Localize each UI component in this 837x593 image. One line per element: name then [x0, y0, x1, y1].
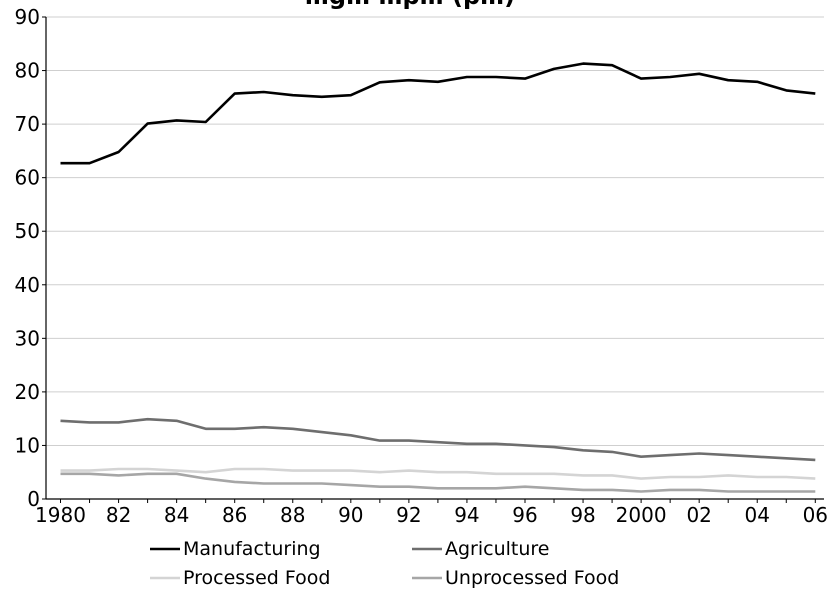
y-tick-label-10: 10: [15, 433, 40, 457]
x-tick-label-86: 86: [222, 503, 247, 527]
x-tick-label-94: 94: [454, 503, 479, 527]
y-tick-label-80: 80: [15, 59, 40, 83]
x-tick-label-06: 06: [803, 503, 828, 527]
x-tick-label-84: 84: [164, 503, 189, 527]
y-tick-label-50: 50: [15, 219, 40, 243]
legend-label-agriculture: Agriculture: [445, 538, 550, 560]
legend: Manufacturing Agriculture Processed Food Un…: [150, 538, 619, 589]
series-line-manufacturing: [60, 62, 816, 165]
series-line-unprocessed-food: [60, 472, 816, 493]
x-tick-label-92: 92: [396, 503, 421, 527]
x-tick-label-04: 04: [745, 503, 770, 527]
x-tick-label-88: 88: [280, 503, 305, 527]
legend-label-processed-food: Processed Food: [183, 567, 330, 589]
x-tick-label-98: 98: [570, 503, 595, 527]
y-tick-label-20: 20: [15, 380, 40, 404]
y-axis-ticks: 0 10 20 30 40 50 60 70 80 90: [15, 5, 46, 511]
series-line-agriculture: [60, 417, 816, 462]
series-lines: [60, 62, 816, 493]
x-axis-ticks: 1980 82 84 86 88 90 92 94 96 98 2000 02 04 06: [35, 499, 828, 527]
x-tick-label-2000: 2000: [616, 503, 667, 527]
legend-label-manufacturing: Manufacturing: [183, 538, 321, 560]
x-tick-label-96: 96: [512, 503, 537, 527]
gridlines: [46, 16, 824, 446]
x-tick-label-02: 02: [686, 503, 711, 527]
y-tick-label-60: 60: [15, 166, 40, 190]
y-tick-label-30: 30: [15, 326, 40, 350]
y-tick-label-90: 90: [15, 5, 40, 29]
y-tick-label-40: 40: [15, 273, 40, 297]
x-tick-label-82: 82: [106, 503, 131, 527]
series-line-processed-food: [60, 467, 816, 480]
y-tick-label-70: 70: [15, 112, 40, 136]
legend-label-unprocessed-food: Unprocessed Food: [445, 567, 619, 589]
y-tick-label-0: 0: [27, 487, 40, 511]
x-tick-label-1980: 1980: [35, 503, 86, 527]
axes: [45, 17, 824, 500]
x-tick-label-90: 90: [338, 503, 363, 527]
chart-title: …g… …p… (p…): [305, 0, 515, 10]
